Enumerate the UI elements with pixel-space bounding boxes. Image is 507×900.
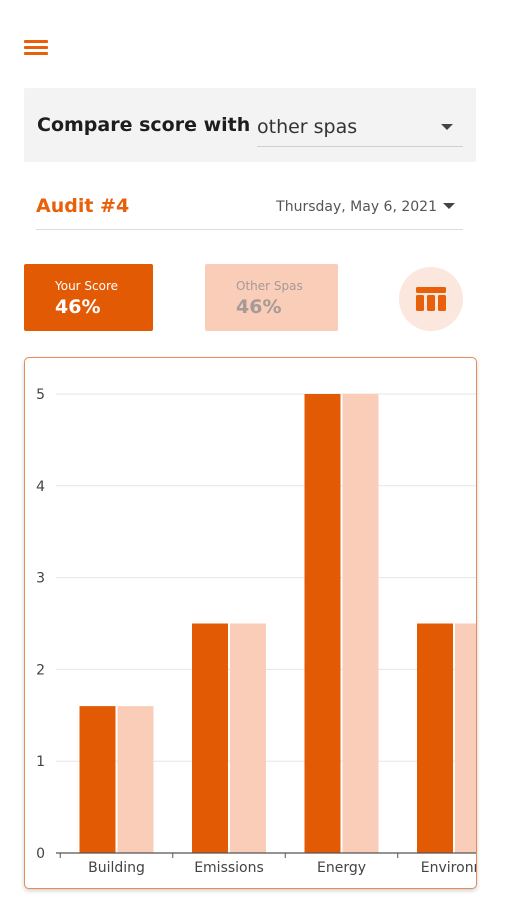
score-bar-chart: 0 1 2 3 4 5 Building Emissions Energy Environm — [36, 387, 476, 876]
bar-other-spas — [230, 623, 266, 853]
y-tick-label: 3 — [36, 571, 45, 587]
table-icon — [416, 287, 446, 311]
y-tick-label: 2 — [36, 662, 45, 678]
x-tick-label: Building — [88, 860, 145, 876]
bar-your-score — [417, 623, 453, 853]
y-tick-label: 0 — [36, 846, 45, 862]
audit-title: Audit #4 — [36, 195, 130, 217]
bar-other-spas — [342, 394, 379, 853]
x-tick-label: Energy — [317, 860, 366, 876]
x-tick-label: Emissions — [194, 860, 264, 876]
bar-other-spas — [455, 623, 476, 853]
compare-label: Compare score with — [37, 114, 251, 136]
compare-select-value: other spas — [257, 116, 358, 138]
chevron-down-icon — [441, 124, 453, 130]
other-score-card[interactable]: Other Spas 46% — [205, 264, 338, 331]
compare-panel: Compare score with other spas — [24, 88, 476, 162]
bar-other-spas — [117, 706, 154, 853]
menu-line — [24, 40, 48, 43]
y-tick-label: 4 — [36, 479, 45, 495]
compare-select[interactable]: other spas — [257, 106, 463, 147]
your-score-value: 46% — [55, 296, 101, 318]
bar-your-score — [79, 706, 116, 853]
y-tick-label: 1 — [36, 754, 45, 770]
table-view-button[interactable] — [399, 267, 463, 331]
date-select-value: Thursday, May 6, 2021 — [276, 199, 437, 215]
other-score-value: 46% — [236, 296, 282, 318]
hamburger-menu-icon[interactable] — [24, 38, 50, 58]
audit-row: Audit #4 Thursday, May 6, 2021 — [36, 188, 463, 230]
other-score-label: Other Spas — [236, 279, 303, 293]
your-score-card[interactable]: Your Score 46% — [24, 264, 153, 331]
your-score-label: Your Score — [55, 279, 119, 293]
menu-line — [24, 46, 48, 49]
bar-your-score — [192, 623, 228, 853]
menu-line — [24, 52, 48, 55]
y-tick-label: 5 — [36, 387, 45, 403]
score-chart-card: 0 1 2 3 4 5 Building Emissions Energy Environm — [24, 357, 477, 889]
date-select[interactable]: Thursday, May 6, 2021 — [276, 196, 463, 220]
bar-your-score — [304, 394, 341, 853]
chevron-down-icon — [443, 203, 455, 209]
x-tick-label: Environm — [421, 860, 476, 876]
